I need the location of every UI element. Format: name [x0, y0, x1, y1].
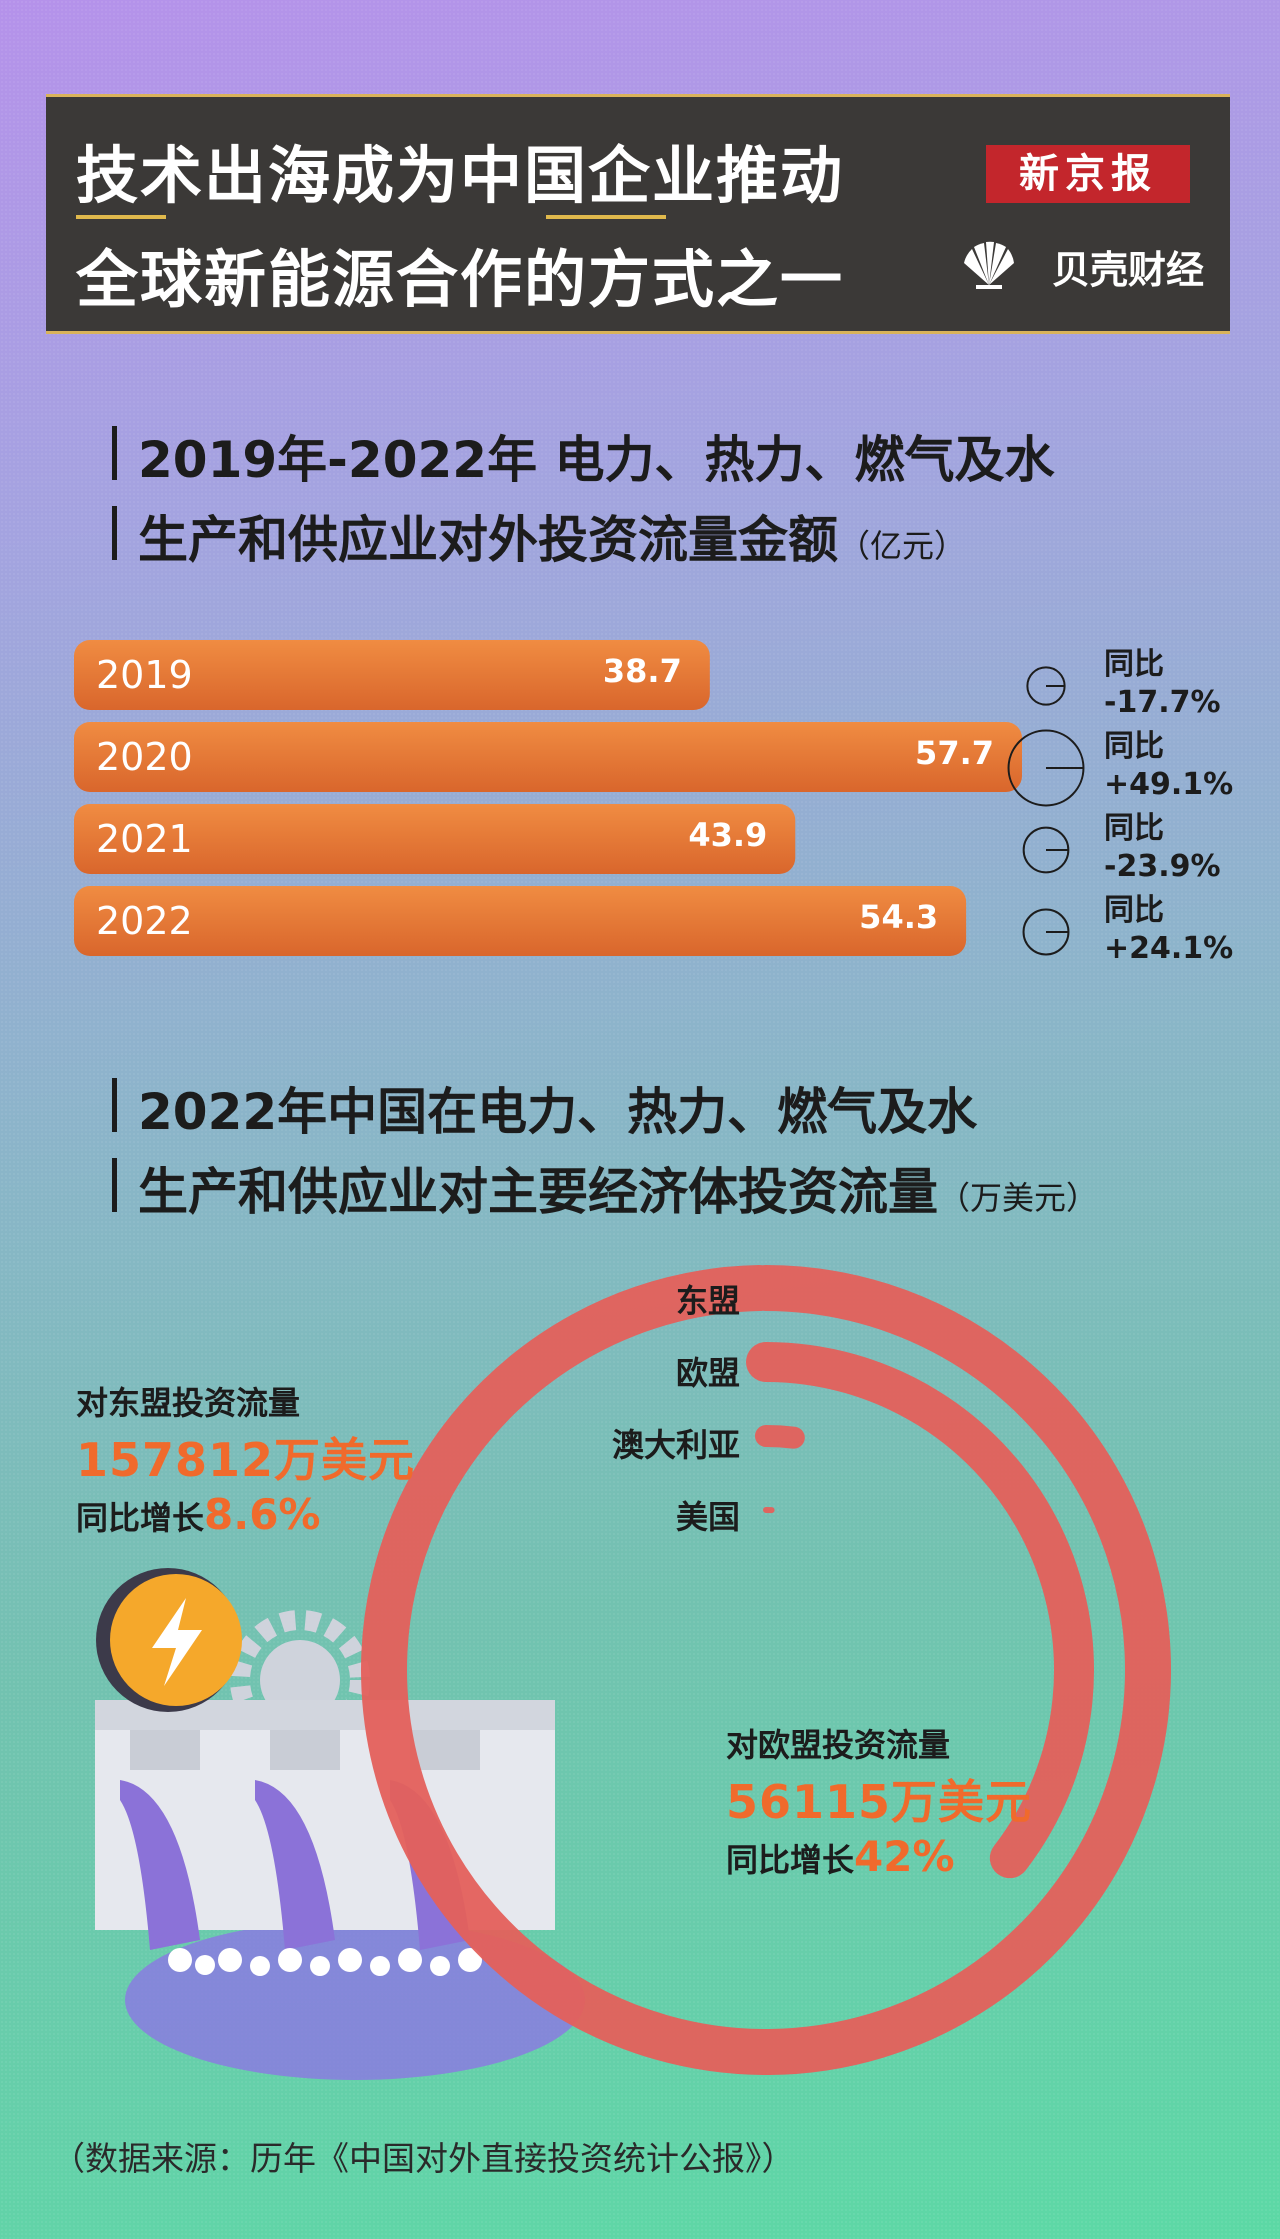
asean-annotation-growth: 同比增长8.6%	[76, 1490, 321, 1539]
yoy-prefix: 同比	[1104, 893, 1164, 928]
ring-arc-0	[361, 1265, 1172, 2075]
title-bar-mark	[112, 506, 117, 560]
water-spillway	[120, 1780, 470, 1950]
header-banner: 技术出海成为中国企业推动 全球新能源合作的方式之一 新京报 贝壳财经	[46, 94, 1230, 334]
ring-label-usa: 美国	[675, 1498, 740, 1536]
eu-annotation-value: 56115万美元	[726, 1775, 1033, 1829]
yoy-value: +49.1%	[1104, 767, 1233, 802]
shell-icon	[964, 241, 1014, 289]
bar-category-label: 2021	[96, 817, 193, 861]
asean-annotation-value: 157812万美元	[76, 1433, 416, 1487]
bar-value-label: 38.7	[603, 652, 682, 690]
water-foam	[168, 1948, 482, 1976]
beike-logo: 贝壳财经	[954, 227, 1204, 297]
title-bar-mark	[112, 1158, 117, 1212]
dam-structure	[95, 1700, 555, 1930]
section1-title-line1: 2019年-2022年 电力、热力、燃气及水	[112, 420, 1054, 492]
asean-annotation: 对东盟投资流量 157812万美元 同比增长8.6%	[76, 1378, 415, 1539]
section2-title-line2: 生产和供应业对主要经济体投资流量（万美元）	[112, 1152, 1099, 1224]
eu-annotation-title: 对欧盟投资流量	[726, 1726, 951, 1764]
yoy-value: -17.7%	[1104, 685, 1221, 720]
bar-2022	[74, 886, 967, 956]
yoy-prefix: 同比	[1104, 647, 1164, 682]
section2-title-line1: 2022年中国在电力、热力、燃气及水	[112, 1072, 977, 1144]
yoy-value: +24.1%	[1104, 931, 1233, 966]
asean-annotation-title: 对东盟投资流量	[76, 1384, 301, 1422]
lightning-icon	[96, 1568, 242, 1712]
data-source: （数据来源：历年《中国对外直接投资统计公报》）	[52, 2139, 795, 2178]
title-bar-mark	[112, 426, 117, 480]
xinjingbao-logo: 新京报	[986, 145, 1190, 203]
title-accent	[546, 215, 666, 219]
gear-icon	[230, 1610, 370, 1750]
ring-label-eu: 欧盟	[675, 1354, 740, 1392]
bar-value-label: 57.7	[915, 734, 994, 772]
beike-logo-text: 贝壳财经	[1051, 248, 1204, 292]
bar-value-label: 54.3	[859, 898, 938, 936]
title-accent	[76, 215, 166, 219]
water-pool	[125, 1920, 585, 2080]
bar-2021	[74, 804, 796, 874]
page-title-line1: 技术出海成为中国企业推动	[76, 139, 845, 212]
bar-value-label: 43.9	[688, 816, 767, 854]
bar-category-label: 2022	[96, 899, 193, 943]
ring-arc-2	[755, 1425, 805, 1449]
eu-annotation: 对欧盟投资流量 56115万美元 同比增长42%	[726, 1720, 1032, 1881]
investment-bar-chart: 2019 38.7 同比-17.7%2020 57.7 同比+49.1%2021 43.9…	[74, 640, 1233, 966]
eu-annotation-growth: 同比增长42%	[726, 1832, 955, 1881]
page-title-line2: 全球新能源合作的方式之一	[76, 243, 845, 316]
title-bar-mark	[112, 1078, 117, 1132]
section1-title-line2: 生产和供应业对外投资流量金额（亿元）	[112, 500, 967, 572]
bar-category-label: 2019	[96, 653, 193, 697]
bar-2020	[74, 722, 1022, 792]
ring-label-asean: 东盟	[675, 1282, 740, 1320]
bar-2019	[74, 640, 710, 710]
yoy-prefix: 同比	[1104, 811, 1164, 846]
yoy-value: -23.9%	[1104, 849, 1221, 884]
section2-unit: （万美元）	[938, 1179, 1099, 1217]
section1-unit: （亿元）	[838, 527, 967, 565]
ring-label-australia: 澳大利亚	[611, 1426, 740, 1464]
bar-category-label: 2020	[96, 735, 193, 779]
yoy-prefix: 同比	[1104, 729, 1164, 764]
